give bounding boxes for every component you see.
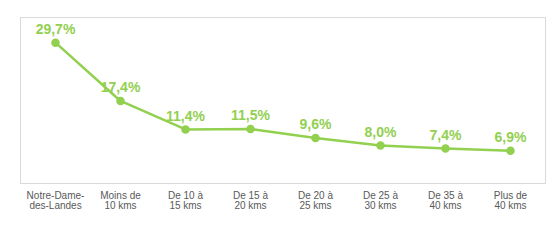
svg-text:De 35 à40 kms: De 35 à40 kms <box>428 190 463 211</box>
svg-text:29,7%: 29,7% <box>36 21 76 37</box>
svg-text:Notre-Dame-des-Landes: Notre-Dame-des-Landes <box>27 190 85 211</box>
svg-text:De 20 à25 kms: De 20 à25 kms <box>298 190 333 211</box>
svg-text:8,0%: 8,0% <box>365 124 397 140</box>
svg-text:6,9%: 6,9% <box>495 129 527 145</box>
svg-text:11,5%: 11,5% <box>231 107 270 123</box>
svg-text:9,6%: 9,6% <box>300 116 332 132</box>
svg-text:Plus de40 kms: Plus de40 kms <box>494 190 528 211</box>
svg-text:7,4%: 7,4% <box>430 127 462 143</box>
svg-text:De 10 à15 kms: De 10 à15 kms <box>168 190 203 211</box>
svg-text:De 25 à30 kms: De 25 à30 kms <box>363 190 398 211</box>
svg-text:17,4%: 17,4% <box>101 79 141 95</box>
svg-text:De 15 à20 kms: De 15 à20 kms <box>233 190 268 211</box>
svg-text:11,4%: 11,4% <box>166 108 205 124</box>
svg-text:Moins de10 kms: Moins de10 kms <box>100 190 141 211</box>
